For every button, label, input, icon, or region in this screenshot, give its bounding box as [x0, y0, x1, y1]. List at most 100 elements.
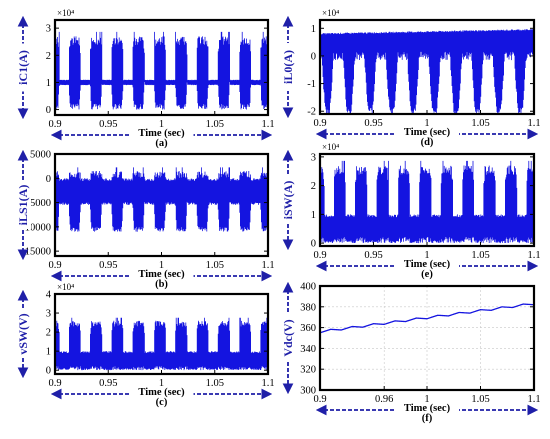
x-tick-label: 1.1 — [527, 118, 540, 129]
x-label-backdrop — [129, 268, 194, 279]
y-axis-label: iC1(A) — [16, 50, 30, 85]
y-tick-label: 300 — [300, 386, 316, 397]
x-label-backdrop — [129, 386, 194, 397]
y-label-backdrop — [280, 176, 296, 224]
y-label-backdrop — [15, 310, 31, 358]
x-axis-label: Time (sec) — [138, 269, 185, 280]
x-tick-label: 1.1 — [527, 250, 540, 261]
y-tick-label: 0 — [311, 239, 316, 250]
chart-panel-a: 0 1 2 3 0.9 0.95 1 1.05 1.1 ×10⁴ iC1(A) Time (sec)(… — [15, 8, 275, 149]
y-label-backdrop — [15, 181, 31, 229]
signal-group — [55, 317, 268, 371]
x-label-backdrop — [129, 127, 194, 138]
x-tick-label: 0.9 — [48, 378, 61, 389]
chart-panel-c: 0 1 2 3 4 0.9 0.95 1 1.05 1.1 ×10⁴ vSW(V) Time (sec)… — [15, 282, 275, 408]
x-tick-label: 0.9 — [313, 250, 326, 261]
x-tick-label: 1 — [424, 394, 429, 405]
chart-panel-f: 300 320 340 360 380 400 0.9 0.96 1 1.05 1.1 Vdc(V) T… — [280, 282, 541, 424]
y-tick-label: 5000 — [30, 150, 51, 161]
x-tick-label: 1 — [159, 378, 164, 389]
y-axis-label: iL0(A) — [281, 50, 295, 84]
y-tick-label: -15000 — [21, 247, 51, 258]
y-tick-label: 0 — [46, 105, 51, 116]
x-tick-label: 0.96 — [375, 394, 393, 405]
y-axis-label: iSW(A) — [281, 181, 295, 220]
y-tick-label: 0 — [46, 174, 51, 185]
y-label-backdrop — [15, 43, 31, 92]
x-tick-label: 0.95 — [99, 119, 117, 130]
x-tick-label: 1 — [159, 260, 164, 271]
x-tick-label: 1.1 — [261, 119, 274, 130]
signal-trace — [55, 31, 268, 110]
signal-group — [320, 160, 534, 244]
x-tick-label: 1.1 — [261, 260, 274, 271]
panel-label: (b) — [155, 279, 168, 290]
signal-group — [320, 303, 534, 334]
y-multiplier: ×10⁴ — [322, 142, 339, 152]
y-tick-label: 1 — [311, 210, 316, 221]
panel-label: (e) — [421, 269, 433, 280]
x-axis-label: Time (sec) — [138, 128, 185, 139]
signal-group — [55, 167, 268, 232]
x-tick-label: 0.9 — [313, 394, 326, 405]
panel-label: (d) — [421, 137, 434, 148]
x-tick-label: 1 — [424, 118, 429, 129]
y-tick-label: 400 — [300, 282, 316, 293]
x-axis-label: Time (sec) — [404, 259, 451, 270]
panel-label: (c) — [156, 397, 168, 408]
x-tick-label: 0.9 — [48, 119, 61, 130]
x-tick-label: 1 — [159, 119, 164, 130]
y-tick-label: 3 — [46, 24, 51, 35]
signal-trace — [320, 160, 534, 244]
y-tick-label: 380 — [300, 302, 316, 313]
vdc-trace — [320, 303, 534, 334]
x-tick-label: 1.05 — [206, 260, 224, 271]
y-axis-label: Vdc(V) — [281, 319, 295, 356]
y-tick-label: 4 — [46, 290, 52, 301]
y-tick-label: -10000 — [21, 222, 51, 233]
x-tick-label: 0.95 — [364, 250, 382, 261]
y-tick-label: 320 — [300, 365, 316, 376]
y-label-backdrop — [280, 43, 296, 91]
y-tick-label: 1 — [46, 78, 51, 89]
panel-label: (f) — [422, 413, 433, 424]
y-tick-label: 0 — [311, 51, 316, 62]
y-tick-label: 340 — [300, 344, 316, 355]
y-tick-label: 0 — [46, 366, 51, 377]
x-label-backdrop — [395, 402, 459, 413]
x-tick-label: 1.05 — [471, 250, 489, 261]
y-tick-label: -1 — [307, 79, 316, 90]
y-tick-label: 3 — [311, 152, 316, 163]
y-multiplier: ×10⁴ — [57, 8, 74, 18]
x-tick-label: 1.05 — [206, 378, 224, 389]
y-axis-label: iLS1(A) — [16, 185, 30, 226]
x-tick-label: 0.95 — [364, 118, 382, 129]
y-tick-label: 3 — [46, 309, 51, 320]
chart-panel-d: -2 -1 0 1 0.9 0.95 1 1.05 1.1 ×10⁴ iL0(A) Time (sec… — [280, 8, 541, 148]
y-tick-label: 2 — [46, 51, 51, 62]
y-tick-label: 2 — [311, 181, 316, 192]
y-label-backdrop — [280, 314, 296, 362]
x-axis-label: Time (sec) — [404, 403, 451, 414]
signal-group — [320, 29, 534, 114]
x-tick-label: 0.95 — [99, 260, 117, 271]
y-tick-label: -5000 — [27, 198, 52, 209]
x-tick-label: 1.05 — [471, 118, 489, 129]
signal-trace — [55, 317, 268, 371]
chart-panel-b: 5000 0 -5000 -10000 -15000 0.9 0.95 1 1.05 1.1 iLS… — [15, 150, 275, 290]
x-tick-label: 0.9 — [313, 118, 326, 129]
x-label-backdrop — [395, 258, 459, 269]
x-tick-label: 1 — [424, 250, 429, 261]
y-multiplier: ×10⁴ — [57, 282, 74, 292]
x-tick-label: 1.1 — [261, 378, 274, 389]
y-axis-label: vSW(V) — [16, 313, 30, 354]
y-tick-label: 360 — [300, 323, 316, 334]
y-tick-label: 2 — [46, 328, 51, 339]
x-tick-label: 1.05 — [206, 119, 224, 130]
x-axis-label: Time (sec) — [138, 387, 185, 398]
panel-label: (a) — [155, 138, 168, 149]
x-tick-label: 0.9 — [48, 260, 61, 271]
y-tick-label: 1 — [311, 24, 316, 35]
chart-panel-e: 0 1 2 3 0.9 0.95 1 1.05 1.1 ×10⁴ iSW(A) Time (sec)(… — [280, 142, 541, 280]
